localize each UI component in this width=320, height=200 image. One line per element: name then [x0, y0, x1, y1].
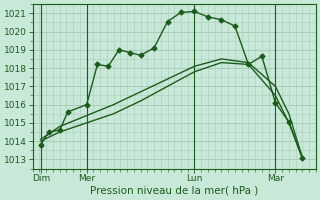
X-axis label: Pression niveau de la mer( hPa ): Pression niveau de la mer( hPa ) [90, 186, 259, 196]
